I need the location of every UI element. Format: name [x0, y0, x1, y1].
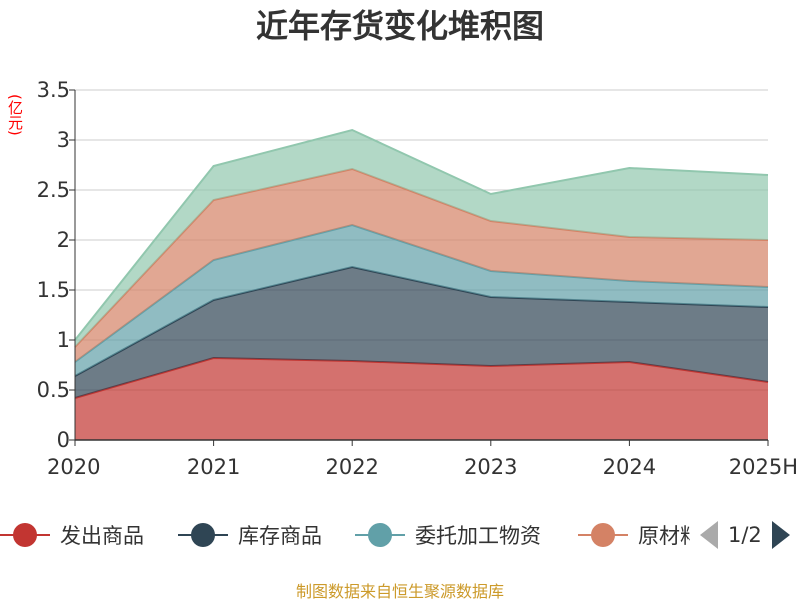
data-source-note: 制图数据来自恒生聚源数据库	[295, 582, 504, 601]
x-tick-label: 2020	[47, 455, 100, 479]
legend-label: 原材料	[638, 524, 690, 548]
x-tick-label: 2021	[187, 455, 240, 479]
chart-legend: 发出商品 库存商品 委托加工物资 原材料	[0, 515, 690, 555]
legend-item[interactable]: 原材料	[578, 515, 690, 555]
legend-next-page-icon[interactable]	[771, 521, 790, 549]
legend-item[interactable]: 库存商品	[178, 515, 322, 555]
x-tick-label: 2023	[464, 455, 517, 479]
area-series-2	[75, 225, 768, 376]
legend-marker-icon	[178, 523, 228, 547]
legend-label: 发出商品	[60, 524, 144, 548]
area-series-0	[75, 358, 768, 440]
area-series-3	[75, 169, 768, 362]
y-axis-unit-label: (亿元)	[6, 94, 24, 136]
legend-marker-icon	[0, 523, 50, 547]
y-tick-label: 3	[57, 128, 70, 152]
legend-item[interactable]: 发出商品	[0, 515, 144, 555]
legend-marker-icon	[355, 523, 405, 547]
area-series-line-4	[74, 128, 769, 341]
legend-prev-page-icon[interactable]	[700, 521, 718, 549]
legend-page-indicator: 1/2	[728, 523, 762, 547]
legend-label: 委托加工物资	[415, 524, 541, 548]
legend-marker-icon	[578, 523, 628, 547]
legend-label: 库存商品	[238, 524, 322, 548]
legend-item[interactable]: 委托加工物资	[355, 515, 541, 555]
area-series-4	[75, 130, 768, 347]
y-tick-label: 2.5	[37, 178, 70, 202]
chart-title: 近年存货变化堆积图	[255, 7, 544, 45]
y-tick-label: 2	[57, 228, 70, 252]
y-tick-label: 0.5	[37, 378, 70, 402]
x-tick-label: 2022	[325, 455, 378, 479]
x-tick-label: 2024	[603, 455, 656, 479]
y-tick-label: 1.5	[37, 278, 70, 302]
area-series-1	[75, 267, 768, 398]
stacked-area-chart: 0 0.5 1 1.5 2 2.5 3 3.5 2020 2021 2022 2023 2024 2025…	[37, 78, 798, 479]
y-tick-label: 0	[57, 428, 70, 452]
legend-pager: 1/2	[700, 515, 790, 555]
y-tick-label: 3.5	[37, 78, 70, 102]
x-tick-label: 2025H	[729, 455, 798, 479]
y-tick-label: 1	[57, 328, 70, 352]
